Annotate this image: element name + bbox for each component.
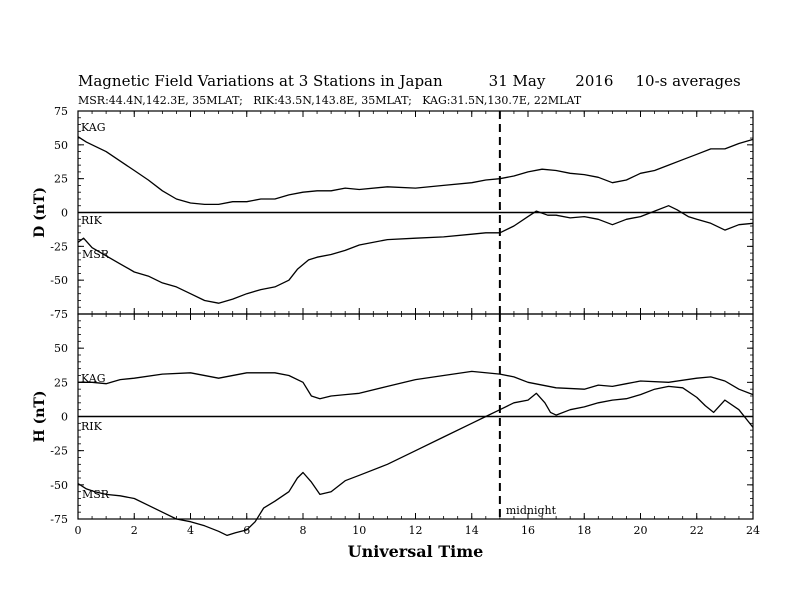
y-tick-label: 25: [54, 173, 68, 186]
series-label-rik: RIK: [81, 420, 103, 433]
y-tick-label: 25: [54, 376, 68, 389]
midnight-annotation: midnight: [506, 504, 557, 517]
x-tick-label: 8: [300, 524, 307, 537]
x-tick-label: 4: [187, 524, 194, 537]
series-label-msr: MSR: [82, 488, 110, 501]
y-axis-label-D: D (nT): [32, 187, 48, 238]
series-label-msr: MSR: [82, 248, 110, 261]
series-label-kag: KAG: [81, 372, 106, 385]
y-tick-label: 0: [61, 207, 68, 220]
series-msr-H: [77, 385, 754, 537]
y-tick-label: -25: [50, 240, 68, 253]
y-tick-label: -50: [50, 274, 68, 287]
chart-year: 2016: [575, 72, 614, 90]
y-tick-label: 0: [61, 411, 68, 424]
x-tick-label: 14: [465, 524, 479, 537]
series-msr-D: [77, 205, 754, 304]
x-tick-label: 20: [634, 524, 648, 537]
y-axis-label-H: H (nT): [32, 391, 48, 443]
x-tick-label: 10: [352, 524, 366, 537]
x-tick-label: 0: [75, 524, 82, 537]
y-tick-label: -75: [50, 308, 68, 321]
chart-date: 31 May: [488, 72, 546, 90]
series-kag-H: [78, 370, 754, 400]
y-tick-label: -50: [50, 479, 68, 492]
x-tick-label: 12: [409, 524, 423, 537]
y-tick-label: 75: [54, 105, 68, 118]
x-tick-label: 18: [577, 524, 591, 537]
x-tick-label: 16: [521, 524, 535, 537]
y-tick-label: 50: [54, 139, 68, 152]
station-coordinates: MSR:44.4N,142.3E, 35MLAT; RIK:43.5N,143.…: [78, 94, 582, 107]
y-tick-label: -25: [50, 445, 68, 458]
series-kag-D: [77, 136, 754, 206]
x-axis-label: Universal Time: [348, 542, 484, 561]
y-tick-label: 50: [54, 342, 68, 355]
series-label-rik: RIK: [81, 214, 103, 227]
chart-averaging: 10-s averages: [635, 72, 741, 90]
series-label-kag: KAG: [81, 121, 106, 134]
x-tick-label: 2: [131, 524, 138, 537]
y-tick-label: -75: [50, 513, 68, 526]
x-tick-label: 22: [690, 524, 704, 537]
chart-title: Magnetic Field Variations at 3 Stations …: [78, 72, 741, 90]
x-tick-label: 24: [746, 524, 760, 537]
